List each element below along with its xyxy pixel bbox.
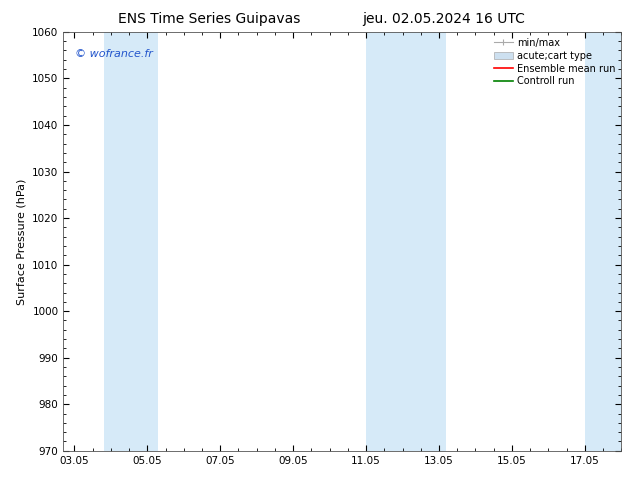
Bar: [103, 32, 158, 451]
Text: ENS Time Series Guipavas: ENS Time Series Guipavas: [118, 12, 301, 26]
Y-axis label: Surface Pressure (hPa): Surface Pressure (hPa): [16, 178, 27, 304]
Bar: [585, 32, 621, 451]
Text: © wofrance.fr: © wofrance.fr: [75, 49, 152, 59]
Bar: [366, 32, 446, 451]
Legend: min/max, acute;cart type, Ensemble mean run, Controll run: min/max, acute;cart type, Ensemble mean …: [489, 34, 619, 90]
Text: jeu. 02.05.2024 16 UTC: jeu. 02.05.2024 16 UTC: [363, 12, 525, 26]
